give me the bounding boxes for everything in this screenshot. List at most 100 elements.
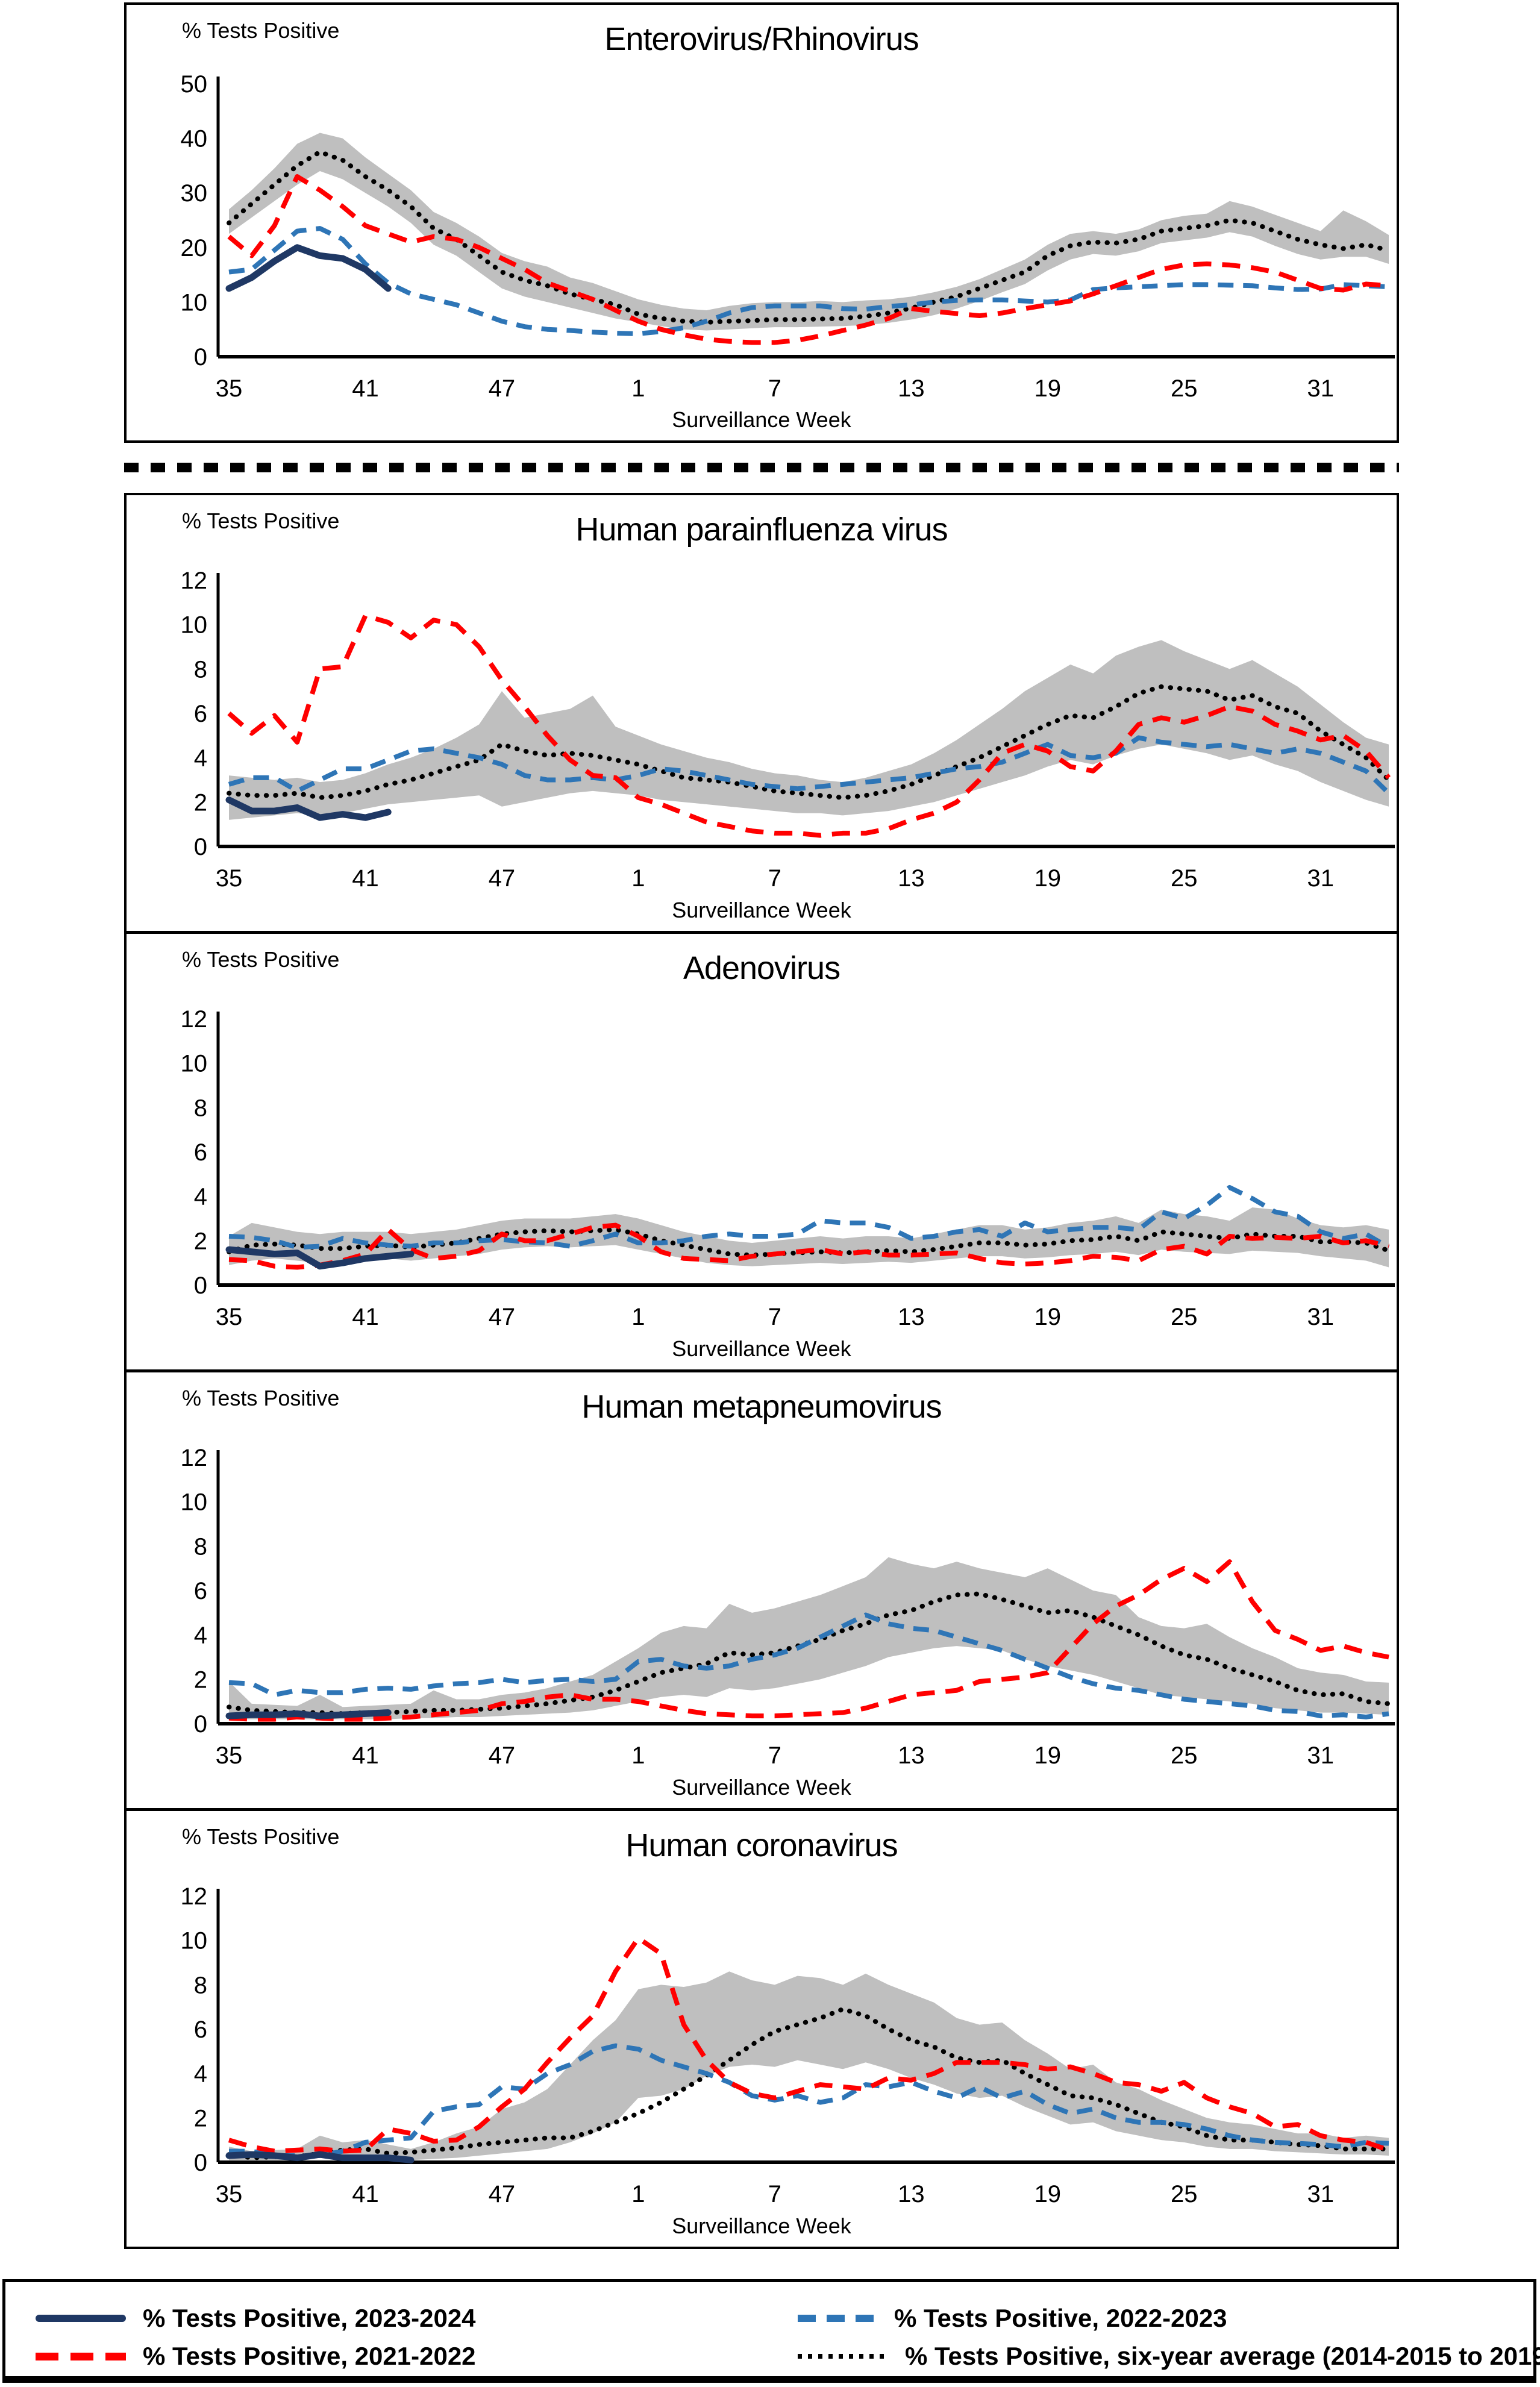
x-axis-label: Surveillance Week (672, 1336, 851, 1361)
chart-panel-enterovirus-rhinovirus: 0 10 20 30 40 50 35 41 47 1 7 13 19 25 31 % Tests Posi… (124, 2, 1399, 443)
svg-text:4: 4 (194, 2061, 207, 2088)
svg-text:13: 13 (898, 865, 925, 892)
y-axis-units-label: % Tests Positive (182, 1386, 340, 1410)
svg-text:41: 41 (352, 1304, 379, 1330)
svg-text:41: 41 (352, 865, 379, 892)
svg-text:10: 10 (181, 289, 208, 316)
svg-text:2: 2 (194, 789, 207, 816)
svg-text:2: 2 (194, 1228, 207, 1254)
svg-text:0: 0 (194, 834, 207, 860)
svg-text:13: 13 (898, 2181, 925, 2207)
svg-text:12: 12 (181, 1445, 208, 1471)
svg-text:8: 8 (194, 1972, 207, 1998)
y-axis-units-label: % Tests Positive (182, 1824, 340, 1849)
x-axis-label: Surveillance Week (672, 2213, 851, 2238)
svg-text:31: 31 (1307, 865, 1335, 892)
chart-title: Human metapneumovirus (581, 1389, 942, 1425)
chart-panel-human-coronavirus: 0 2 4 6 8 10 12 35 41 47 1 7 13 19 25 31 % Tests Positi… (124, 1809, 1399, 2249)
legend-label: % Tests Positive, six-year average (2014… (905, 2342, 1540, 2370)
svg-text:30: 30 (181, 180, 208, 207)
svg-text:6: 6 (194, 701, 207, 727)
svg-text:1: 1 (631, 2181, 645, 2207)
svg-text:41: 41 (352, 375, 379, 402)
svg-text:35: 35 (216, 865, 243, 892)
svg-text:47: 47 (489, 1304, 516, 1330)
chart-title: Enterovirus/Rhinovirus (604, 21, 919, 57)
svg-text:19: 19 (1034, 1304, 1062, 1330)
svg-text:10: 10 (181, 1489, 208, 1516)
svg-text:47: 47 (489, 865, 516, 892)
svg-text:13: 13 (898, 1742, 925, 1769)
dashed-blue-line-swatch (798, 2315, 877, 2322)
svg-text:13: 13 (898, 375, 925, 402)
legend-item-2021-2022: % Tests Positive, 2021-2022 (36, 2341, 476, 2371)
svg-text:35: 35 (216, 2181, 243, 2207)
chart-panel-adenovirus: 0 2 4 6 8 10 12 35 41 47 1 7 13 19 25 31 % Tests Positi… (124, 931, 1399, 1372)
chart-title: Human coronavirus (625, 1827, 898, 1863)
svg-text:19: 19 (1034, 865, 1062, 892)
svg-text:31: 31 (1307, 1304, 1335, 1330)
svg-text:6: 6 (194, 1578, 207, 1604)
svg-text:2: 2 (194, 1666, 207, 1693)
svg-text:47: 47 (489, 375, 516, 402)
svg-text:31: 31 (1307, 2181, 1335, 2207)
svg-text:25: 25 (1171, 1742, 1198, 1769)
svg-text:10: 10 (181, 612, 208, 639)
svg-text:7: 7 (768, 865, 781, 892)
svg-text:6: 6 (194, 2016, 207, 2043)
human-metapneumovirus-plot: 0 2 4 6 8 10 12 35 41 47 1 7 13 19 25 31 (181, 1445, 1395, 1769)
svg-text:7: 7 (768, 2181, 781, 2207)
solid-navy-line-swatch (36, 2315, 126, 2322)
svg-text:25: 25 (1171, 2181, 1198, 2207)
svg-text:19: 19 (1034, 1742, 1062, 1769)
enterovirus-rhinovirus-plot: 0 10 20 30 40 50 35 41 47 1 7 13 19 25 31 (181, 71, 1395, 402)
human-parainfluenza-plot: 0 2 4 6 8 10 12 35 41 47 1 7 13 19 25 31 (181, 568, 1395, 892)
svg-text:0: 0 (194, 2150, 207, 2176)
y-axis-units-label: % Tests Positive (182, 508, 340, 533)
chart-panel-human-parainfluenza-virus: 0 2 4 6 8 10 12 35 41 47 1 7 13 19 25 31 % Tests Positi… (124, 493, 1399, 933)
svg-text:50: 50 (181, 71, 208, 98)
legend-item-six-year-average: % Tests Positive, six-year average (2014… (798, 2341, 1540, 2371)
svg-text:2: 2 (194, 2105, 207, 2132)
svg-text:0: 0 (194, 1711, 207, 1738)
svg-text:19: 19 (1034, 2181, 1062, 2207)
svg-text:25: 25 (1171, 1304, 1198, 1330)
legend-label: % Tests Positive, 2023-2024 (143, 2304, 476, 2332)
svg-text:10: 10 (181, 1051, 208, 1077)
svg-text:25: 25 (1171, 375, 1198, 402)
svg-text:19: 19 (1034, 375, 1062, 402)
svg-text:41: 41 (352, 2181, 379, 2207)
y-axis-units-label: % Tests Positive (182, 18, 340, 43)
legend-item-2023-2024: % Tests Positive, 2023-2024 (36, 2303, 476, 2333)
svg-text:1: 1 (631, 375, 645, 402)
svg-text:7: 7 (768, 375, 781, 402)
svg-text:10: 10 (181, 1928, 208, 1954)
legend-item-2022-2023: % Tests Positive, 2022-2023 (798, 2303, 1227, 2333)
y-axis-units-label: % Tests Positive (182, 947, 340, 972)
svg-text:0: 0 (194, 344, 207, 371)
svg-text:35: 35 (216, 1304, 243, 1330)
legend: % Tests Positive, 2023-2024 % Tests Posi… (2, 2279, 1540, 2383)
svg-text:12: 12 (181, 1883, 208, 1910)
svg-text:7: 7 (768, 1742, 781, 1769)
svg-text:8: 8 (194, 1095, 207, 1121)
svg-text:20: 20 (181, 235, 208, 261)
dashed-red-line-swatch (36, 2352, 126, 2360)
svg-text:35: 35 (216, 375, 243, 402)
dotted-black-line-swatch (798, 2354, 888, 2359)
svg-text:0: 0 (194, 1272, 207, 1299)
svg-text:13: 13 (898, 1304, 925, 1330)
adenovirus-plot: 0 2 4 6 8 10 12 35 41 47 1 7 13 19 25 31 (181, 1006, 1395, 1330)
chart-title: Adenovirus (683, 950, 840, 986)
svg-text:6: 6 (194, 1139, 207, 1166)
svg-text:12: 12 (181, 1006, 208, 1033)
x-axis-label: Surveillance Week (672, 1775, 851, 1800)
svg-text:8: 8 (194, 1533, 207, 1560)
x-axis-label: Surveillance Week (672, 898, 851, 922)
svg-text:31: 31 (1307, 375, 1335, 402)
x-axis-label: Surveillance Week (672, 407, 851, 432)
svg-text:4: 4 (194, 1622, 207, 1649)
svg-text:47: 47 (489, 2181, 516, 2207)
svg-text:1: 1 (631, 1742, 645, 1769)
chart-title: Human parainfluenza virus (575, 511, 948, 548)
